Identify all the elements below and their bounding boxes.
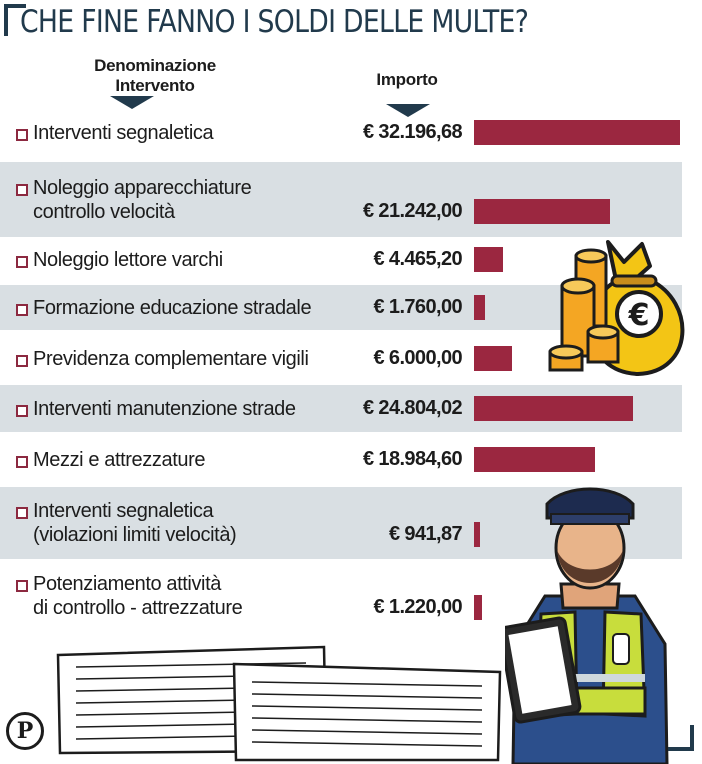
value-bar bbox=[474, 595, 482, 620]
name-column-arrow bbox=[110, 96, 154, 109]
category-label: Noleggio apparecchiature controllo veloci… bbox=[33, 176, 252, 224]
name-column-header-line-1: Denominazione bbox=[94, 56, 216, 75]
category-label: Previdenza complementare vigili bbox=[33, 347, 309, 371]
row-bullet bbox=[16, 405, 28, 417]
category-label-line: di controllo - attrezzature bbox=[33, 597, 243, 619]
row-bullet bbox=[16, 355, 28, 367]
chart-row: Interventi manutenzione strade € 24.804,0… bbox=[0, 385, 682, 432]
amount-column-header: Importo bbox=[376, 70, 438, 89]
chart-row: Potenziamento attività di controllo - att… bbox=[0, 560, 682, 632]
value-bar bbox=[474, 120, 680, 145]
category-label: Mezzi e attrezzature bbox=[33, 448, 205, 472]
amount-label: € 1.760,00 bbox=[373, 296, 462, 318]
category-label-line: Formazione educazione stradale bbox=[33, 297, 312, 319]
category-label-line: Interventi segnaletica bbox=[33, 122, 214, 144]
name-column-header-line-2: Intervento bbox=[115, 76, 195, 95]
category-label-line: Interventi segnaletica bbox=[33, 500, 214, 522]
category-label: Noleggio lettore varchi bbox=[33, 248, 223, 272]
documents-icon-front bbox=[232, 662, 502, 762]
amount-column-arrow bbox=[386, 104, 430, 117]
chart-row: Interventi segnaletica € 32.196,68 bbox=[0, 110, 682, 155]
amount-label: € 4.465,20 bbox=[373, 248, 462, 270]
value-bar bbox=[474, 199, 610, 224]
chart-row: Noleggio apparecchiature controllo veloci… bbox=[0, 162, 682, 237]
category-label: Potenziamento attività di controllo - att… bbox=[33, 572, 243, 620]
amount-label: € 21.242,00 bbox=[362, 200, 463, 222]
row-bullet bbox=[16, 507, 28, 519]
category-label-line: controllo velocità bbox=[33, 201, 175, 223]
category-label-line: Interventi manutenzione strade bbox=[33, 398, 296, 420]
category-label: Interventi segnaletica bbox=[33, 121, 214, 145]
row-bullet bbox=[16, 184, 28, 196]
amount-label: € 6.000,00 bbox=[373, 347, 462, 369]
chart-row: Previdenza complementare vigili € 6.000,0… bbox=[0, 335, 682, 383]
chart-row: Noleggio lettore varchi € 4.465,20 bbox=[0, 237, 682, 283]
row-bullet bbox=[16, 256, 28, 268]
value-bar bbox=[474, 396, 633, 421]
amount-label: € 32.196,68 bbox=[362, 121, 463, 143]
row-bullet bbox=[16, 456, 28, 468]
value-bar bbox=[474, 295, 485, 320]
page-title: CHE FINE FANNO I SOLDI DELLE MULTE? bbox=[20, 4, 529, 40]
category-label: Formazione educazione stradale bbox=[33, 296, 312, 320]
police-officer-icon bbox=[505, 487, 669, 764]
amount-label: € 1.220,00 bbox=[373, 596, 462, 618]
chart-row: Mezzi e attrezzature € 18.984,60 bbox=[0, 435, 682, 485]
publisher-logo: P bbox=[6, 712, 44, 750]
amount-label: € 941,87 bbox=[388, 523, 463, 545]
amount-label: € 18.984,60 bbox=[362, 448, 463, 470]
value-bar bbox=[474, 522, 480, 547]
row-bullet bbox=[16, 580, 28, 592]
category-label-line: Noleggio lettore varchi bbox=[33, 249, 223, 271]
bottom-corner-accent bbox=[668, 725, 694, 751]
category-label: Interventi manutenzione strade bbox=[33, 397, 296, 421]
amount-label: € 24.804,02 bbox=[362, 397, 463, 419]
category-label-line: Mezzi e attrezzature bbox=[33, 449, 206, 471]
name-column-header: Denominazione Intervento bbox=[70, 56, 240, 96]
value-bar bbox=[474, 247, 503, 272]
category-label: Interventi segnaletica (violazioni limiti… bbox=[33, 499, 237, 547]
title-corner-accent bbox=[4, 4, 26, 36]
category-label-line: Potenziamento attività bbox=[33, 573, 221, 595]
svg-text:€: € bbox=[628, 298, 650, 333]
row-bullet bbox=[16, 304, 28, 316]
row-bullet bbox=[16, 129, 28, 141]
category-label-line: (violazioni limiti velocità) bbox=[33, 524, 237, 546]
category-label-line: Previdenza complementare vigili bbox=[33, 348, 309, 370]
category-label-line: Noleggio apparecchiature bbox=[33, 177, 252, 199]
value-bar bbox=[474, 447, 595, 472]
coins-icon bbox=[548, 248, 620, 372]
value-bar bbox=[474, 346, 512, 371]
